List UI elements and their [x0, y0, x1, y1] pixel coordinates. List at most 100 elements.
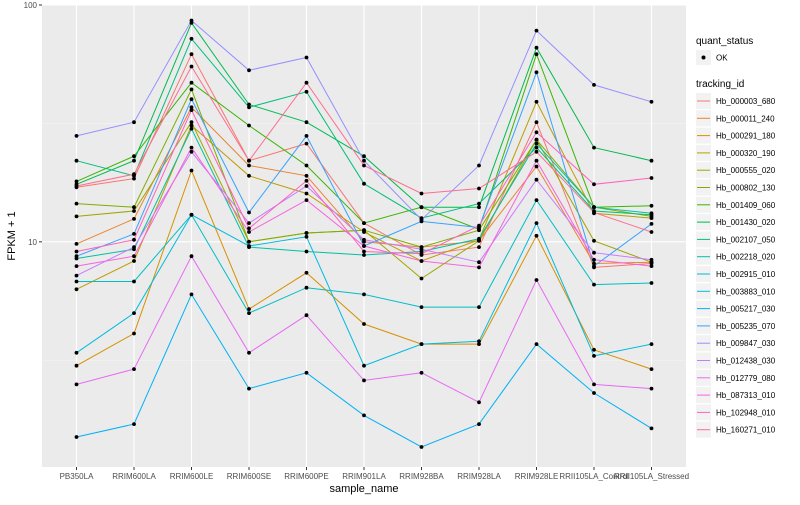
data-point — [132, 279, 136, 284]
color-legend-label: Hb_000291_180 — [716, 132, 776, 141]
data-point — [304, 370, 309, 375]
color-legend-label: Hb_003883_010 — [716, 287, 776, 296]
data-point — [419, 217, 424, 222]
data-point — [304, 249, 309, 254]
data-point — [189, 120, 194, 125]
data-point — [362, 228, 366, 233]
data-point — [304, 89, 309, 94]
data-point — [304, 231, 309, 235]
data-point — [304, 234, 309, 239]
data-point — [189, 52, 194, 57]
color-legend-label: Hb_012779_080 — [716, 374, 776, 383]
color-legend-label: Hb_005235_070 — [716, 322, 776, 331]
shape-legend-title: quant_status — [696, 36, 753, 47]
y-tick-label: 10 — [28, 238, 37, 247]
color-legend-label: Hb_002218_020 — [716, 253, 776, 262]
data-point — [304, 134, 309, 138]
x-tick-label: RRIM600PE — [284, 472, 328, 481]
data-point — [74, 264, 79, 268]
data-point — [74, 242, 79, 246]
data-point — [74, 382, 79, 387]
data-point — [649, 257, 654, 262]
data-point — [649, 99, 654, 104]
data-point — [534, 52, 539, 57]
data-point — [132, 154, 136, 159]
data-point — [477, 339, 481, 344]
data-point — [362, 249, 366, 254]
data-point — [649, 203, 654, 208]
data-point — [247, 158, 251, 163]
data-point — [649, 230, 654, 234]
x-tick-label: RRIM928LA — [457, 472, 501, 481]
data-point — [304, 80, 309, 85]
data-point — [419, 251, 424, 256]
data-point — [592, 264, 596, 268]
data-point — [592, 347, 596, 352]
data-point — [304, 313, 309, 318]
x-tick-label: RRIM901LA — [342, 472, 386, 481]
data-point — [74, 435, 79, 439]
data-point — [649, 386, 654, 391]
data-point — [189, 36, 194, 41]
data-point — [189, 212, 194, 217]
data-point — [477, 342, 481, 346]
data-point — [247, 307, 251, 311]
x-tick-label: RRIM928LE — [515, 472, 559, 481]
x-tick-label: RRIM600LA — [112, 472, 156, 481]
data-point — [534, 342, 539, 346]
data-point — [189, 145, 194, 150]
data-point — [362, 378, 366, 383]
data-point — [592, 354, 596, 358]
data-point — [534, 164, 539, 169]
x-axis: PB350LA RRIM600LA RRIM600LE RRIM600SE RRIM60… — [60, 467, 689, 481]
data-point — [304, 191, 309, 196]
data-point — [419, 370, 424, 375]
shape-legend-label: OK — [716, 54, 728, 63]
data-point — [592, 145, 596, 150]
data-point — [247, 105, 251, 110]
data-point — [304, 55, 309, 60]
data-point — [247, 102, 251, 107]
data-point — [649, 264, 654, 268]
data-point — [362, 181, 366, 186]
data-point — [534, 198, 539, 203]
data-point — [592, 250, 596, 255]
color-legend-label: Hb_000802_130 — [716, 184, 776, 193]
data-point — [534, 158, 539, 163]
data-point — [304, 120, 309, 125]
data-point — [132, 158, 136, 163]
data-point — [304, 270, 309, 275]
data-point — [132, 172, 136, 177]
x-tick-label: RRII105LA_Stressed — [614, 472, 689, 481]
data-point — [534, 145, 539, 150]
data-point — [534, 141, 539, 146]
data-point — [132, 259, 136, 263]
data-point — [189, 97, 194, 102]
color-legend-label: Hb_000555_020 — [716, 166, 776, 175]
data-point — [362, 154, 366, 159]
data-point — [247, 123, 251, 128]
data-point — [74, 158, 79, 163]
data-point — [649, 222, 654, 226]
data-point — [419, 205, 424, 210]
data-point — [74, 350, 79, 355]
color-legend-label: Hb_005217_030 — [716, 305, 776, 314]
data-point — [477, 201, 481, 206]
data-point — [304, 184, 309, 188]
color-legend-label: Hb_001409_060 — [716, 201, 776, 210]
data-point — [132, 245, 136, 250]
data-point — [592, 391, 596, 395]
data-point — [534, 177, 539, 182]
data-point — [649, 176, 654, 180]
data-point — [132, 311, 136, 315]
data-point — [649, 367, 654, 371]
data-point — [189, 149, 194, 154]
data-point — [534, 130, 539, 135]
data-point — [592, 238, 596, 243]
data-point — [247, 244, 251, 248]
data-point — [132, 120, 136, 125]
data-point — [362, 244, 366, 248]
data-point — [534, 28, 539, 33]
